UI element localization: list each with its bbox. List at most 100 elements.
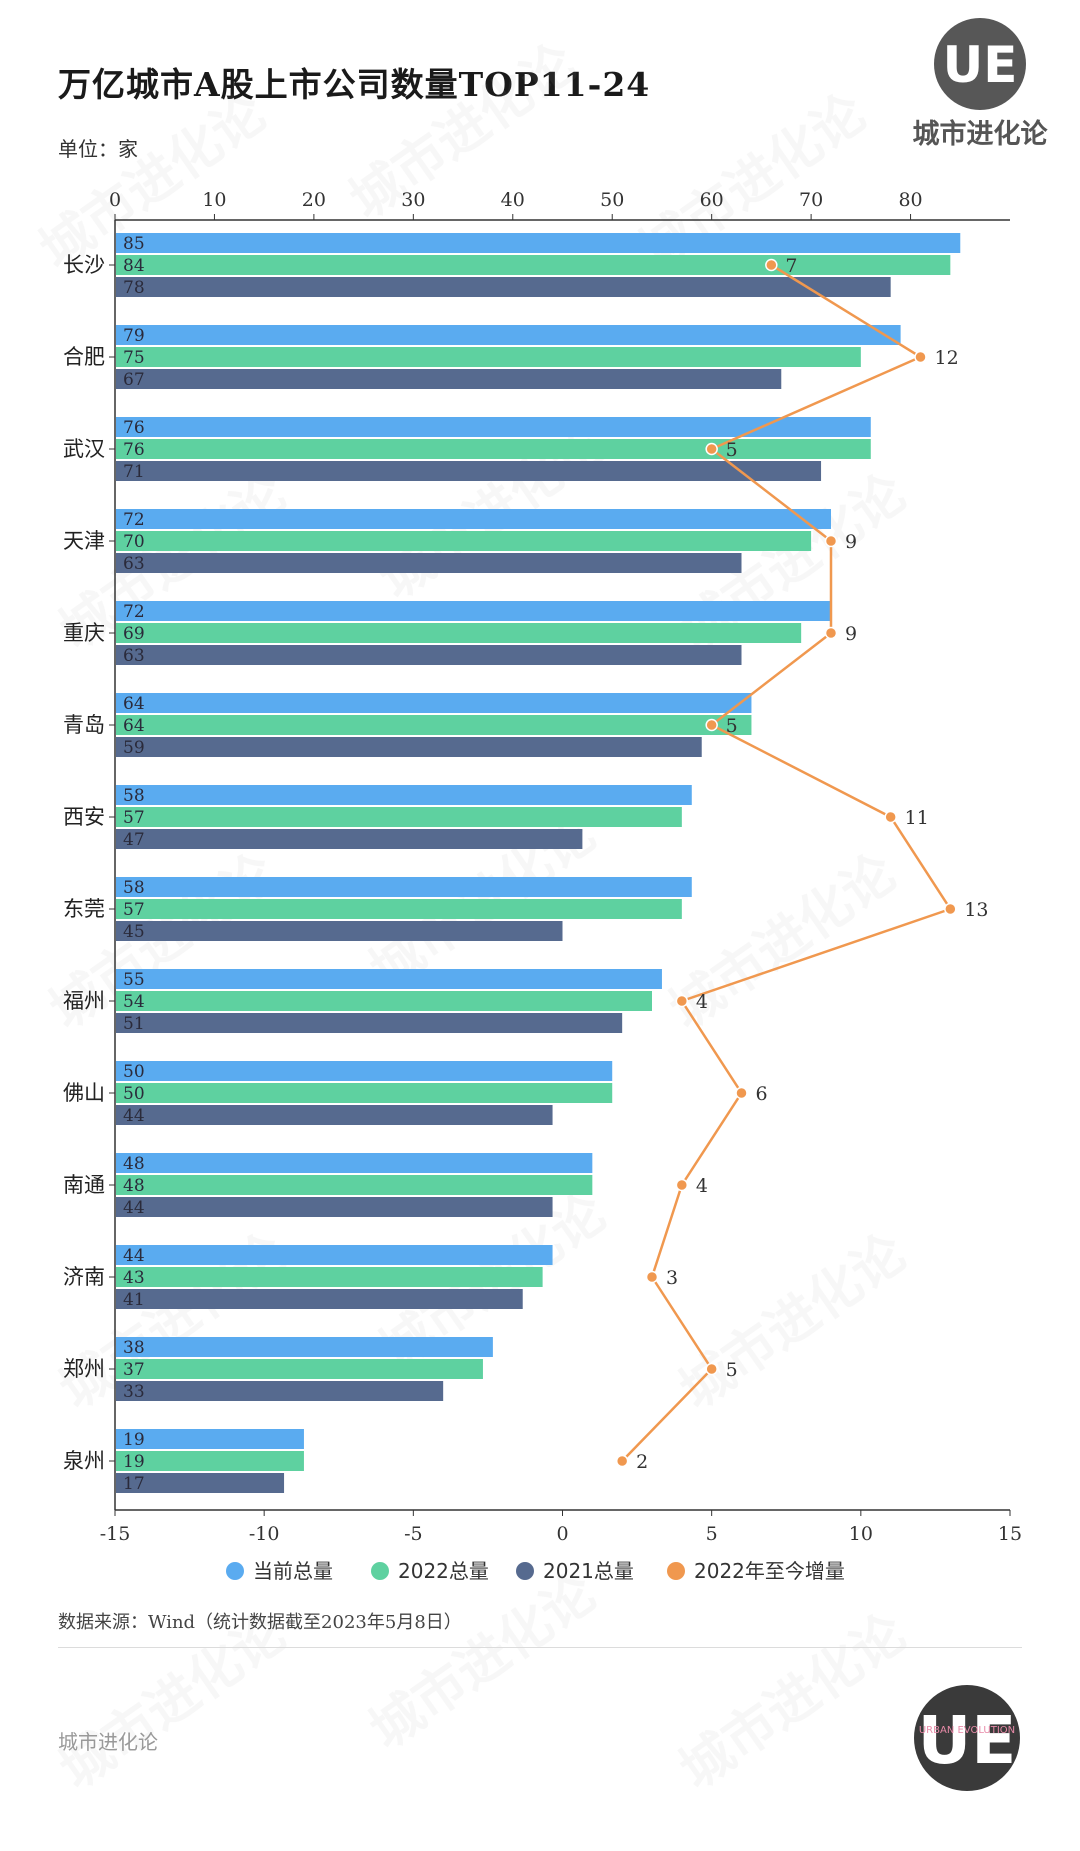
increase-point xyxy=(735,1086,748,1100)
category-label: 福州 xyxy=(63,989,105,1013)
bar-value-label: 71 xyxy=(123,462,145,482)
increase-label: 13 xyxy=(964,899,988,921)
bar xyxy=(116,325,901,345)
bar xyxy=(116,715,752,735)
bar-value-label: 75 xyxy=(123,348,145,368)
bottom-tick-label: 15 xyxy=(998,1523,1022,1545)
seal-letters: UE xyxy=(918,1702,1017,1779)
bottom-tick-label: -10 xyxy=(249,1523,280,1545)
bar-value-label: 19 xyxy=(123,1452,145,1472)
top-tick-label: 0 xyxy=(109,189,121,211)
bar xyxy=(116,347,861,367)
brand-name: 城市进化论 xyxy=(912,119,1048,150)
increase-label: 12 xyxy=(935,347,959,369)
category-label: 合肥 xyxy=(63,345,105,369)
increase-label: 5 xyxy=(726,715,738,737)
increase-label: 4 xyxy=(696,991,708,1013)
increase-label: 9 xyxy=(845,531,857,553)
bar-value-label: 55 xyxy=(123,970,145,990)
bar xyxy=(116,899,682,919)
bottom-tick-label: -5 xyxy=(404,1523,423,1545)
category-label: 武汉 xyxy=(63,437,105,461)
bar-value-label: 48 xyxy=(123,1176,145,1196)
seal-caption: URBAN EVOLUTION xyxy=(919,1725,1015,1736)
bar-value-label: 63 xyxy=(123,554,145,574)
category-label: 东莞 xyxy=(63,897,105,921)
bar xyxy=(116,1061,613,1081)
bar-line-chart: 0 10 20 30 40 50 60 70 80 8584787975677676717270… xyxy=(63,189,1022,1583)
bottom-axis: -15 -10 -5 0 5 10 15 xyxy=(100,1509,1022,1545)
increase-label: 6 xyxy=(756,1083,768,1105)
bar xyxy=(116,601,831,621)
footer-brand: 城市进化论 xyxy=(58,1730,158,1754)
bar xyxy=(116,829,583,849)
bar xyxy=(116,1245,553,1265)
bar-value-label: 44 xyxy=(123,1246,145,1266)
bar-value-labels: 8584787975677676717270637269636464595857… xyxy=(123,234,145,1494)
increase-point xyxy=(914,350,927,364)
top-tick-label: 50 xyxy=(600,189,624,211)
increase-point xyxy=(645,1270,659,1284)
legend-label: 2021总量 xyxy=(543,1559,634,1583)
category-label: 重庆 xyxy=(63,621,105,645)
bar xyxy=(116,991,652,1011)
bar-value-label: 48 xyxy=(123,1154,145,1174)
bar xyxy=(116,277,891,297)
bar xyxy=(116,369,782,389)
bar-value-label: 44 xyxy=(123,1198,145,1218)
category-label: 佛山 xyxy=(63,1081,105,1105)
top-tick-label: 70 xyxy=(799,189,823,211)
bar-value-label: 59 xyxy=(123,738,145,758)
bar xyxy=(116,1013,623,1033)
bar-series xyxy=(116,233,961,1493)
ue-logo-icon: UE xyxy=(934,18,1026,110)
top-axis: 0 10 20 30 40 50 60 70 80 xyxy=(109,189,1010,1510)
bar xyxy=(116,807,682,827)
category-label: 济南 xyxy=(63,1265,105,1289)
bar-value-label: 78 xyxy=(123,278,145,298)
bar-value-label: 17 xyxy=(123,1474,145,1494)
bottom-tick-label: 10 xyxy=(849,1523,873,1545)
bar-value-label: 63 xyxy=(123,646,145,666)
category-label: 天津 xyxy=(63,529,105,553)
bar-value-label: 64 xyxy=(123,694,145,714)
legend: 当前总量 2022总量 2021总量 2022年至今增量 xyxy=(226,1559,845,1583)
bar-value-label: 44 xyxy=(123,1106,145,1126)
top-tick-label: 30 xyxy=(401,189,425,211)
increase-label: 7 xyxy=(785,255,797,277)
bar xyxy=(116,623,802,643)
bar-value-label: 72 xyxy=(123,602,145,622)
bar xyxy=(116,1267,543,1287)
bar xyxy=(116,439,871,459)
increase-point xyxy=(675,994,689,1008)
bar-value-label: 43 xyxy=(123,1268,145,1288)
increase-point xyxy=(765,258,778,272)
category-label: 泉州 xyxy=(63,1449,105,1473)
bar-value-label: 38 xyxy=(123,1338,145,1358)
bar-value-label: 47 xyxy=(123,830,145,850)
bar-value-label: 72 xyxy=(123,510,145,530)
category-label: 青岛 xyxy=(63,713,105,737)
bar-value-label: 51 xyxy=(123,1014,145,1034)
bar xyxy=(116,509,831,529)
increase-polyline xyxy=(621,263,953,1462)
bar-value-label: 57 xyxy=(123,808,145,828)
increase-label: 4 xyxy=(696,1175,708,1197)
top-tick-label: 10 xyxy=(202,189,226,211)
category-label: 西安 xyxy=(63,805,105,829)
legend-marker xyxy=(516,1562,534,1580)
top-tick-label: 80 xyxy=(898,189,922,211)
bar xyxy=(116,553,742,573)
bar xyxy=(116,877,692,897)
bar xyxy=(116,1153,593,1173)
bar xyxy=(116,1451,304,1471)
bar xyxy=(116,1359,483,1379)
bar xyxy=(116,921,563,941)
bar xyxy=(116,737,702,757)
footer-divider xyxy=(58,1647,1022,1648)
bar xyxy=(116,233,961,253)
increase-point xyxy=(675,1178,689,1192)
bar-value-label: 79 xyxy=(123,326,145,346)
bar-value-label: 45 xyxy=(123,922,145,942)
